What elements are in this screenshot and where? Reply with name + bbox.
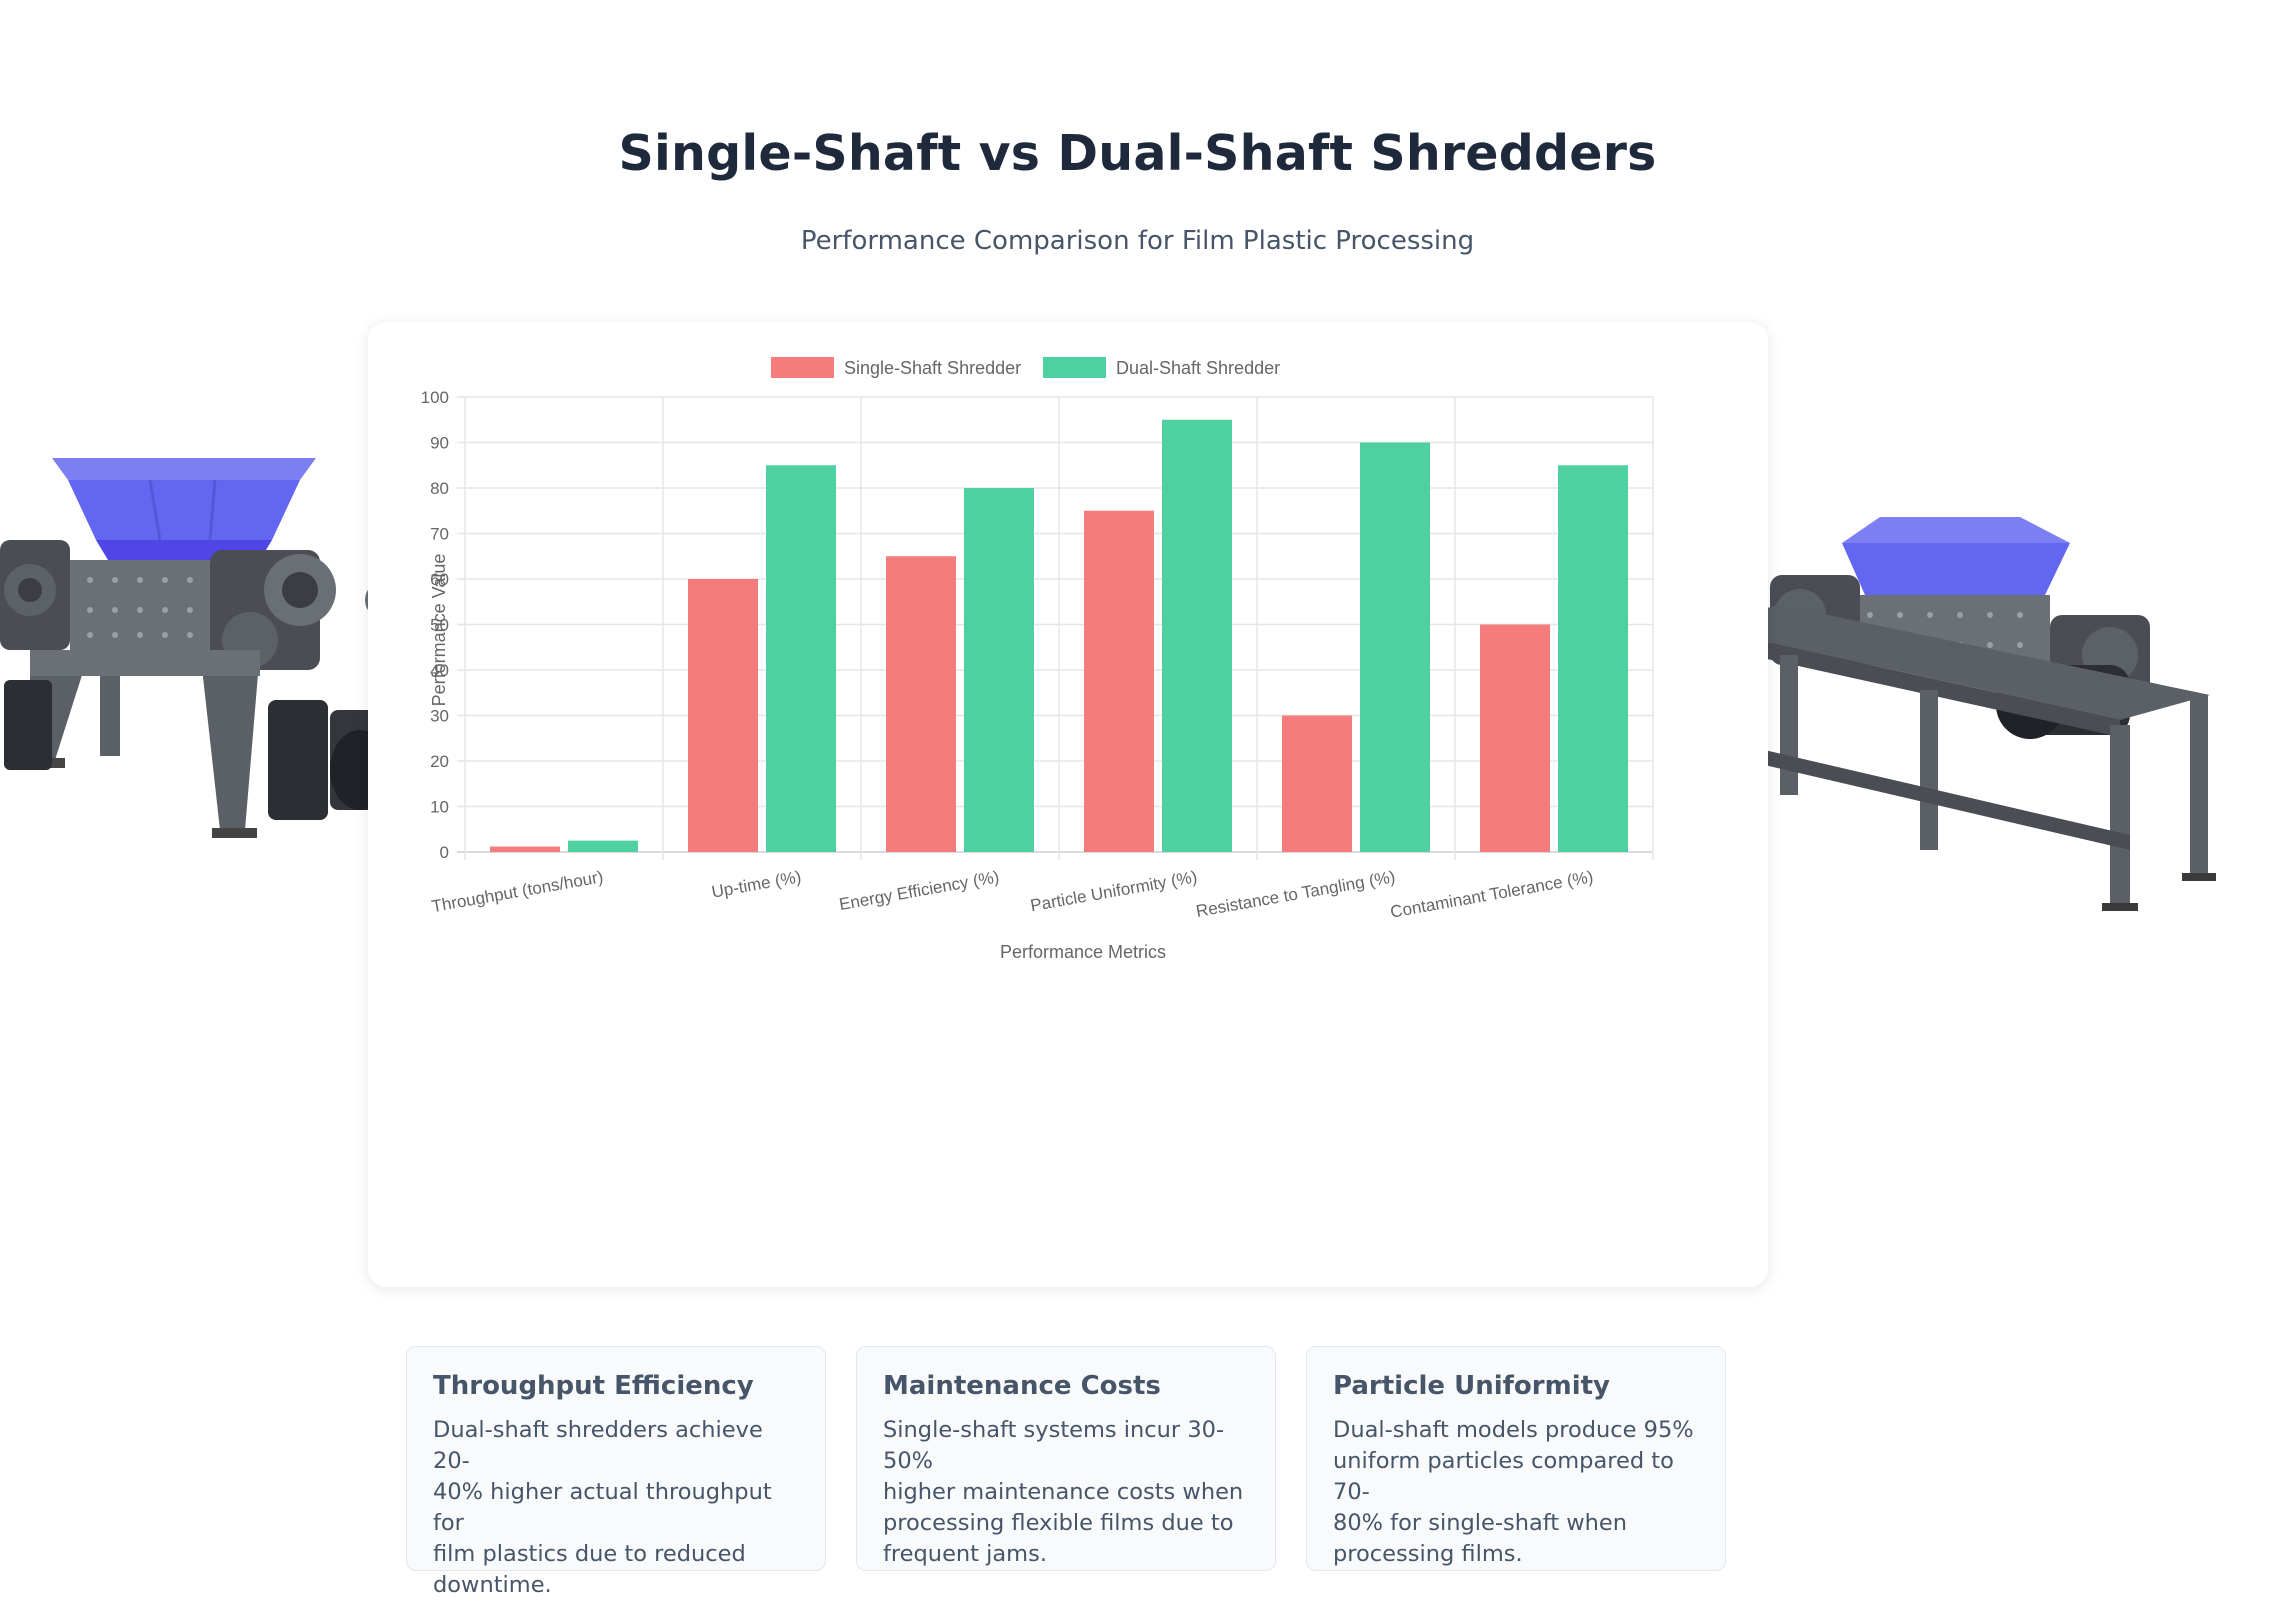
chart-legend[interactable]: Single-Shaft Shredder Dual-Shaft Shredde… [771,357,1280,378]
single-shaft-shredder-image [0,458,405,838]
chart-card: 0 10 20 30 40 50 60 70 80 90 100 Throughput (tons/h… [368,322,1768,1598]
info-card-throughput: Throughput Efficiency Dual-shaft shredde… [406,1346,826,1598]
y-tick-label: 80 [430,479,449,498]
info-card-uniformity: Particle Uniformity Dual-shaft models pr… [1306,1346,1726,1571]
x-tick-label: Contaminant Tolerance (%) [1389,867,1595,921]
page-title: Single-Shaft vs Dual-Shaft Shredders [618,125,1657,182]
info-card-text: Single-shaft systems incur 30-50% higher … [883,1417,1244,1567]
legend-swatch-single-shaft [771,357,834,378]
y-axis-title: Performance Value [429,554,449,707]
legend-label-dual-shaft: Dual-Shaft Shredder [1116,358,1280,378]
y-tick-label: 60 [430,570,449,589]
bar-dual-shaft[interactable] [1558,465,1628,852]
y-tick-label: 20 [430,752,449,771]
info-card-maintenance: Maintenance Costs Single-shaft systems i… [856,1346,1276,1571]
dual-shaft-shredder-image [1690,517,2216,911]
bar-dual-shaft[interactable] [1360,442,1430,853]
x-tick-label: Throughput (tons/hour) [430,867,605,916]
x-tick-label: Energy Efficiency (%) [838,867,1001,914]
y-tick-label: 50 [430,616,449,635]
legend-label-single-shaft: Single-Shaft Shredder [844,358,1021,378]
bar-dual-shaft[interactable] [1162,419,1232,852]
x-tick-label: Up-time (%) [710,867,803,901]
y-tick-label: 100 [421,388,449,407]
legend-swatch-dual-shaft [1043,357,1106,378]
bar-single-shaft[interactable] [490,846,560,852]
y-tick-label: 90 [430,434,449,453]
page-subtitle: Performance Comparison for Film Plastic … [800,226,1475,256]
bar-single-shaft[interactable] [886,556,956,852]
bar-single-shaft[interactable] [1282,715,1352,853]
bar-single-shaft[interactable] [1480,624,1550,853]
x-tick-label: Particle Uniformity (%) [1029,867,1199,915]
y-tick-label: 10 [430,798,449,817]
bar-single-shaft[interactable] [688,579,758,852]
info-card-title: Maintenance Costs [883,1371,1161,1401]
performance-bar-chart: 0 10 20 30 40 50 60 70 80 90 100 Throughput (tons/h… [421,357,1654,962]
y-tick-label: 30 [430,707,449,726]
info-card-title: Throughput Efficiency [433,1371,754,1401]
bar-dual-shaft[interactable] [568,840,638,852]
y-tick-label: 40 [430,661,449,680]
x-tick-label: Resistance to Tangling (%) [1195,867,1397,921]
y-tick-label: 0 [440,843,449,862]
info-card-text: Dual-shaft shredders achieve 20- 40% high… [433,1417,772,1598]
info-card-title: Particle Uniformity [1333,1371,1610,1401]
bar-single-shaft[interactable] [1084,510,1154,852]
y-tick-label: 70 [430,525,449,544]
bar-dual-shaft[interactable] [964,488,1034,852]
bar-dual-shaft[interactable] [766,465,836,852]
x-axis-title: Performance Metrics [1000,942,1166,962]
info-card-text: Dual-shaft models produce 95% uniform par… [1333,1417,1694,1567]
